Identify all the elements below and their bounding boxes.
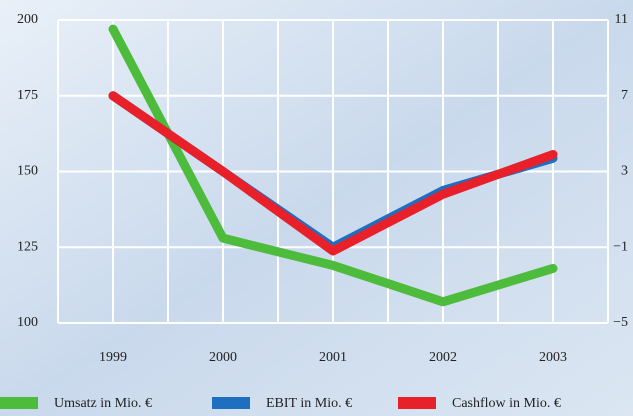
x-tick-label: 2000 — [209, 350, 237, 365]
y2-tick-label: 3 — [621, 164, 628, 179]
page: {"chart_data": {"type": "line", "categor… — [0, 0, 633, 416]
y-tick-label: 150 — [17, 164, 38, 179]
legend-swatch — [398, 397, 436, 409]
x-tick-label: 1999 — [99, 350, 127, 365]
y2-tick-label: −5 — [613, 315, 628, 330]
chart: 100 125 150 175 200 −5 −1 3 7 11 1999 2000 2001 2002 2… — [0, 0, 633, 416]
y-tick-label: 200 — [17, 12, 38, 27]
y2-tick-label: −1 — [613, 239, 628, 254]
y-tick-label: 100 — [17, 315, 38, 330]
y-tick-label: 125 — [17, 239, 38, 254]
y-tick-label: 175 — [17, 88, 38, 103]
y2-tick-label: 7 — [621, 88, 628, 103]
y2-tick-label: 11 — [615, 12, 628, 27]
legend-swatch — [0, 397, 38, 409]
legend-label: Umsatz in Mio. € — [54, 396, 152, 411]
x-tick-label: 2002 — [429, 350, 457, 365]
x-tick-label: 2001 — [319, 350, 347, 365]
legend-swatch — [212, 397, 250, 409]
x-tick-label: 2003 — [539, 350, 567, 365]
legend-label: EBIT in Mio. € — [266, 396, 352, 411]
legend-label: Cashflow in Mio. € — [452, 396, 561, 411]
